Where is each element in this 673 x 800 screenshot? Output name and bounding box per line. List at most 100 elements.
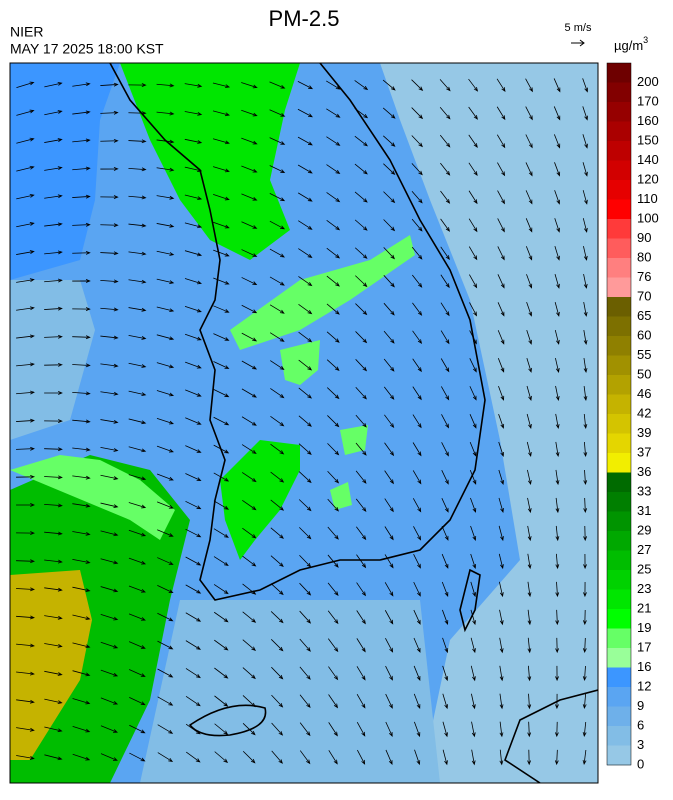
wind-arrow [470,637,476,654]
wind-arrow [582,106,588,121]
wind-arrow [16,755,35,760]
wind-arrow [100,363,119,368]
wind-arrow [213,500,230,510]
wind-arrow [527,693,532,710]
wind-arrow [328,666,339,681]
wind-arrow [354,191,368,203]
wind-arrow [525,246,533,261]
wind-arrow [100,223,119,228]
wind-arrow [299,666,311,680]
wind-arrow [583,525,588,542]
wind-arrow [72,138,91,143]
wind-arrow [242,583,257,595]
wind-arrow [185,445,202,453]
wind-arrow [241,193,258,201]
wind-arrow [384,470,394,485]
wind-arrow [299,722,311,737]
wind-arrow [411,191,423,204]
wind-arrow [242,667,256,680]
wind-arrow [241,304,258,314]
wind-arrow [129,696,146,706]
colorbar-label: 200 [637,74,659,89]
wind-arrow [441,497,449,513]
wind-arrow [527,553,532,570]
wind-arrow [185,500,202,510]
wind-arrow [16,474,35,479]
wind-arrow [384,554,394,569]
wind-arrow [554,274,560,289]
wind-arrow [412,442,422,457]
wind-arrow [44,698,63,704]
colorbar-band [607,550,631,571]
wind-arrow [468,162,478,177]
colorbar-band [607,180,631,200]
wind-arrow [72,250,91,255]
wind-arrow [185,668,201,679]
wind-arrow [156,306,175,313]
wind-arrow [185,751,201,763]
wind-arrow [383,135,396,147]
wind-arrow [44,503,63,508]
wind-arrow [442,665,449,682]
wind-arrow [100,725,118,733]
wind-arrow [583,385,588,402]
unit-text: µg/m [614,38,643,53]
wind-arrow [527,749,532,766]
wind-arrow [269,165,286,173]
wind-arrow [241,137,258,145]
wind-arrow [497,190,505,205]
wind-arrow [184,305,202,313]
wind-arrow [582,637,587,654]
wind-arrow [326,80,341,90]
colorbar-band [607,82,631,103]
wind-arrow [356,666,366,681]
wind-arrow [497,246,505,261]
timestamp: MAY 17 2025 18:00 KST [10,41,164,57]
wind-arrow [100,446,119,452]
wind-arrow [441,442,449,457]
wind-arrow [582,218,588,233]
wind-arrow [440,302,450,317]
colorbar-label: 65 [637,308,651,323]
wind-arrow [44,166,63,171]
wind-arrow [16,587,35,592]
wind-arrow [185,584,202,594]
wind-arrow [72,279,91,283]
unit-superscript: 3 [643,35,648,45]
wind-arrow [157,585,174,594]
wind-arrow [184,138,203,144]
wind-arrow [242,527,257,539]
wind-arrow [328,722,338,737]
wind-arrow [270,443,285,455]
wind-arrow [496,106,506,121]
wind-arrow [156,278,175,284]
wind-arrow [355,470,367,484]
wind-arrow [441,414,450,429]
wind-arrow [582,721,587,738]
wind-arrow [185,361,202,369]
wind-arrow [16,306,35,311]
wind-arrow [298,387,313,399]
wind-arrow [582,665,587,682]
wind-arrow [298,359,313,371]
wind-arrow [326,164,341,175]
wind-arrow [385,637,394,653]
wind-arrow [299,554,312,568]
wind-arrow [16,727,35,732]
wind-arrow [383,358,395,372]
wind-arrow [297,164,313,174]
wind-arrow [326,303,340,315]
wind-arrow [16,671,35,676]
wind-arrow [469,441,477,457]
colorbar-label: 60 [637,327,651,342]
wind-arrow [583,413,588,430]
colorbar-band [607,706,631,727]
wind-arrow [213,389,230,398]
wind-arrow [383,191,396,204]
wind-arrow [44,447,63,452]
wind-arrow [553,106,561,121]
wind-arrow [299,638,311,652]
wind-arrow [412,330,423,345]
wind-arrow [354,80,369,91]
wind-arrow [270,388,285,399]
